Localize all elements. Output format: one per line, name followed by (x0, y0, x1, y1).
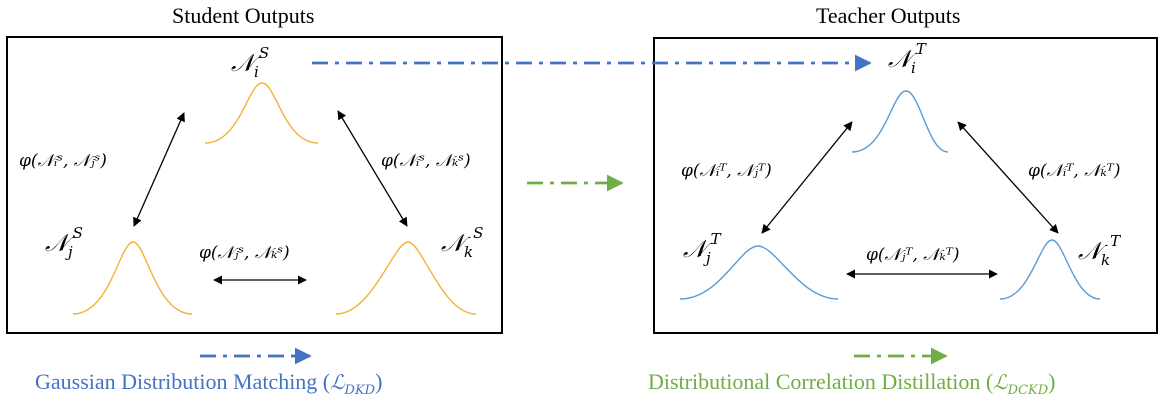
teacher-title: Teacher Outputs (816, 3, 961, 28)
teacher-arrow-ik (957, 121, 1059, 234)
teacher-relation-ij: φ(𝒩ᵢᵀ, 𝒩ⱼᵀ) (681, 161, 772, 181)
teacher-arrow-ij (761, 121, 853, 234)
teacher-gaussian-k (999, 239, 1101, 300)
teacher-panel (653, 37, 1158, 334)
teacher-node-i: 𝒩iT (888, 40, 926, 77)
teacher-node-k: 𝒩kT (1078, 232, 1121, 269)
student-arrow-ik (337, 110, 408, 227)
legend-dckd-text: Distributional Correlation Distillation … (648, 369, 994, 394)
student-gaussian-k (335, 241, 477, 315)
student-node-i: 𝒩iS (231, 44, 270, 81)
student-panel (6, 36, 503, 334)
teacher-relation-ik: φ(𝒩ᵢᵀ, 𝒩ₖᵀ) (1028, 161, 1121, 181)
teacher-gaussian-j (679, 245, 839, 300)
legend-dckd: Distributional Correlation Distillation … (648, 369, 1056, 398)
legend-dkd-text: Gaussian Distribution Matching ( (35, 369, 331, 394)
student-relation-ij: φ(𝒩ᵢˢ, 𝒩ⱼˢ) (19, 151, 107, 171)
student-relation-jk: φ(𝒩ⱼˢ, 𝒩ₖˢ) (199, 243, 290, 263)
student-node-j: 𝒩jS (45, 224, 83, 261)
student-relation-ik: φ(𝒩ᵢˢ, 𝒩ₖˢ) (381, 151, 471, 171)
student-arrow-ij (133, 112, 185, 227)
teacher-gaussian-i (851, 90, 949, 153)
legend-dkd: Gaussian Distribution Matching (ℒDKD) (35, 369, 383, 398)
student-gaussian-i (204, 82, 319, 144)
teacher-relation-jk: φ(𝒩ⱼᵀ, 𝒩ₖᵀ) (866, 245, 960, 265)
teacher-node-j: 𝒩jT (683, 230, 721, 267)
student-title: Student Outputs (172, 3, 315, 28)
student-gaussian-j (72, 241, 193, 315)
student-node-k: 𝒩kS (441, 224, 484, 261)
